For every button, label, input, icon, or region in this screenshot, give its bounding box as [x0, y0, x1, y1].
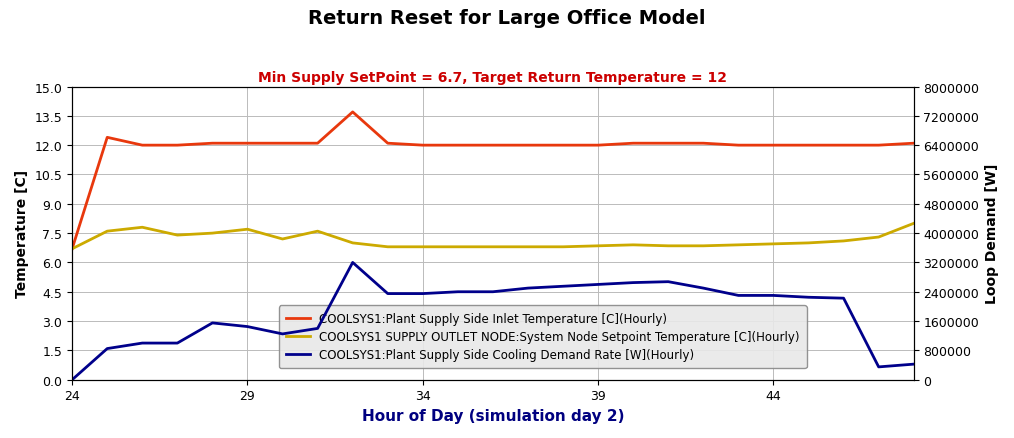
COOLSYS1:Plant Supply Side Cooling Demand Rate [W](Hourly) — [698, 286, 710, 291]
COOLSYS1:Plant Supply Side Inlet Temperature [C](Hourly) — [66, 247, 78, 252]
COOLSYS1:Plant Supply Side Cooling Demand Rate [W](Hourly) — [277, 332, 289, 337]
COOLSYS1:Plant Supply Side Inlet Temperature [C](Hourly) — [311, 141, 323, 146]
COOLSYS1:Plant Supply Side Cooling Demand Rate [W](Hourly) — [873, 364, 885, 370]
COOLSYS1:Plant Supply Side Cooling Demand Rate [W](Hourly) — [241, 324, 254, 329]
COOLSYS1:Plant Supply Side Cooling Demand Rate [W](Hourly) — [206, 321, 218, 326]
COOLSYS1:Plant Supply Side Inlet Temperature [C](Hourly) — [732, 143, 744, 148]
COOLSYS1 SUPPLY OUTLET NODE:System Node Setpoint Temperature [C](Hourly) — [592, 244, 604, 249]
COOLSYS1:Plant Supply Side Cooling Demand Rate [W](Hourly) — [311, 326, 323, 331]
COOLSYS1 SUPPLY OUTLET NODE:System Node Setpoint Temperature [C](Hourly) — [732, 243, 744, 248]
COOLSYS1 SUPPLY OUTLET NODE:System Node Setpoint Temperature [C](Hourly) — [241, 227, 254, 232]
COOLSYS1:Plant Supply Side Inlet Temperature [C](Hourly) — [698, 141, 710, 146]
COOLSYS1 SUPPLY OUTLET NODE:System Node Setpoint Temperature [C](Hourly) — [101, 229, 114, 234]
COOLSYS1:Plant Supply Side Inlet Temperature [C](Hourly) — [417, 143, 429, 148]
COOLSYS1:Plant Supply Side Inlet Temperature [C](Hourly) — [241, 141, 254, 146]
COOLSYS1 SUPPLY OUTLET NODE:System Node Setpoint Temperature [C](Hourly) — [347, 241, 359, 246]
COOLSYS1 SUPPLY OUTLET NODE:System Node Setpoint Temperature [C](Hourly) — [627, 243, 639, 248]
COOLSYS1:Plant Supply Side Cooling Demand Rate [W](Hourly) — [381, 291, 393, 297]
COOLSYS1 SUPPLY OUTLET NODE:System Node Setpoint Temperature [C](Hourly) — [311, 229, 323, 234]
COOLSYS1 SUPPLY OUTLET NODE:System Node Setpoint Temperature [C](Hourly) — [206, 231, 218, 236]
Line: COOLSYS1:Plant Supply Side Inlet Temperature [C](Hourly): COOLSYS1:Plant Supply Side Inlet Tempera… — [72, 113, 914, 249]
COOLSYS1:Plant Supply Side Cooling Demand Rate [W](Hourly) — [171, 341, 184, 346]
COOLSYS1:Plant Supply Side Inlet Temperature [C](Hourly) — [347, 110, 359, 115]
Title: Min Supply SetPoint = 6.7, Target Return Temperature = 12: Min Supply SetPoint = 6.7, Target Return… — [259, 71, 727, 85]
COOLSYS1:Plant Supply Side Inlet Temperature [C](Hourly) — [277, 141, 289, 146]
COOLSYS1:Plant Supply Side Cooling Demand Rate [W](Hourly) — [662, 279, 674, 285]
Line: COOLSYS1:Plant Supply Side Cooling Demand Rate [W](Hourly): COOLSYS1:Plant Supply Side Cooling Deman… — [72, 263, 914, 380]
COOLSYS1 SUPPLY OUTLET NODE:System Node Setpoint Temperature [C](Hourly) — [66, 247, 78, 252]
COOLSYS1:Plant Supply Side Cooling Demand Rate [W](Hourly) — [101, 346, 114, 351]
COOLSYS1 SUPPLY OUTLET NODE:System Node Setpoint Temperature [C](Hourly) — [136, 225, 148, 230]
COOLSYS1:Plant Supply Side Cooling Demand Rate [W](Hourly) — [732, 293, 744, 298]
Y-axis label: Loop Demand [W]: Loop Demand [W] — [985, 163, 999, 304]
COOLSYS1:Plant Supply Side Cooling Demand Rate [W](Hourly) — [627, 280, 639, 286]
Y-axis label: Temperature [C]: Temperature [C] — [15, 170, 29, 297]
COOLSYS1 SUPPLY OUTLET NODE:System Node Setpoint Temperature [C](Hourly) — [452, 244, 464, 250]
COOLSYS1:Plant Supply Side Cooling Demand Rate [W](Hourly) — [802, 295, 814, 300]
COOLSYS1:Plant Supply Side Inlet Temperature [C](Hourly) — [627, 141, 639, 146]
COOLSYS1:Plant Supply Side Inlet Temperature [C](Hourly) — [452, 143, 464, 148]
COOLSYS1:Plant Supply Side Inlet Temperature [C](Hourly) — [768, 143, 780, 148]
COOLSYS1 SUPPLY OUTLET NODE:System Node Setpoint Temperature [C](Hourly) — [522, 244, 534, 250]
COOLSYS1:Plant Supply Side Inlet Temperature [C](Hourly) — [908, 141, 920, 146]
COOLSYS1 SUPPLY OUTLET NODE:System Node Setpoint Temperature [C](Hourly) — [417, 244, 429, 250]
COOLSYS1:Plant Supply Side Inlet Temperature [C](Hourly) — [206, 141, 218, 146]
COOLSYS1:Plant Supply Side Cooling Demand Rate [W](Hourly) — [452, 290, 464, 295]
COOLSYS1:Plant Supply Side Cooling Demand Rate [W](Hourly) — [347, 260, 359, 265]
COOLSYS1:Plant Supply Side Inlet Temperature [C](Hourly) — [487, 143, 499, 148]
COOLSYS1 SUPPLY OUTLET NODE:System Node Setpoint Temperature [C](Hourly) — [873, 235, 885, 240]
X-axis label: Hour of Day (simulation day 2): Hour of Day (simulation day 2) — [362, 408, 625, 423]
COOLSYS1:Plant Supply Side Cooling Demand Rate [W](Hourly) — [66, 377, 78, 382]
COOLSYS1 SUPPLY OUTLET NODE:System Node Setpoint Temperature [C](Hourly) — [277, 237, 289, 242]
COOLSYS1:Plant Supply Side Inlet Temperature [C](Hourly) — [592, 143, 604, 148]
COOLSYS1:Plant Supply Side Cooling Demand Rate [W](Hourly) — [908, 362, 920, 367]
Line: COOLSYS1 SUPPLY OUTLET NODE:System Node Setpoint Temperature [C](Hourly): COOLSYS1 SUPPLY OUTLET NODE:System Node … — [72, 224, 914, 249]
COOLSYS1 SUPPLY OUTLET NODE:System Node Setpoint Temperature [C](Hourly) — [908, 221, 920, 226]
COOLSYS1:Plant Supply Side Inlet Temperature [C](Hourly) — [522, 143, 534, 148]
COOLSYS1:Plant Supply Side Cooling Demand Rate [W](Hourly) — [136, 341, 148, 346]
COOLSYS1 SUPPLY OUTLET NODE:System Node Setpoint Temperature [C](Hourly) — [802, 241, 814, 246]
COOLSYS1:Plant Supply Side Cooling Demand Rate [W](Hourly) — [592, 282, 604, 287]
COOLSYS1:Plant Supply Side Cooling Demand Rate [W](Hourly) — [838, 296, 850, 301]
COOLSYS1:Plant Supply Side Inlet Temperature [C](Hourly) — [873, 143, 885, 148]
COOLSYS1:Plant Supply Side Inlet Temperature [C](Hourly) — [101, 135, 114, 141]
COOLSYS1 SUPPLY OUTLET NODE:System Node Setpoint Temperature [C](Hourly) — [698, 244, 710, 249]
COOLSYS1:Plant Supply Side Inlet Temperature [C](Hourly) — [838, 143, 850, 148]
COOLSYS1 SUPPLY OUTLET NODE:System Node Setpoint Temperature [C](Hourly) — [662, 244, 674, 249]
COOLSYS1:Plant Supply Side Cooling Demand Rate [W](Hourly) — [768, 293, 780, 298]
Legend: COOLSYS1:Plant Supply Side Inlet Temperature [C](Hourly), COOLSYS1 SUPPLY OUTLET: COOLSYS1:Plant Supply Side Inlet Tempera… — [279, 306, 807, 368]
COOLSYS1:Plant Supply Side Inlet Temperature [C](Hourly) — [171, 143, 184, 148]
COOLSYS1:Plant Supply Side Cooling Demand Rate [W](Hourly) — [522, 286, 534, 291]
COOLSYS1 SUPPLY OUTLET NODE:System Node Setpoint Temperature [C](Hourly) — [171, 233, 184, 238]
COOLSYS1:Plant Supply Side Cooling Demand Rate [W](Hourly) — [417, 291, 429, 297]
COOLSYS1 SUPPLY OUTLET NODE:System Node Setpoint Temperature [C](Hourly) — [838, 239, 850, 244]
Text: Return Reset for Large Office Model: Return Reset for Large Office Model — [308, 9, 706, 28]
COOLSYS1:Plant Supply Side Inlet Temperature [C](Hourly) — [802, 143, 814, 148]
COOLSYS1 SUPPLY OUTLET NODE:System Node Setpoint Temperature [C](Hourly) — [768, 242, 780, 247]
COOLSYS1 SUPPLY OUTLET NODE:System Node Setpoint Temperature [C](Hourly) — [487, 244, 499, 250]
COOLSYS1:Plant Supply Side Cooling Demand Rate [W](Hourly) — [557, 284, 569, 289]
COOLSYS1:Plant Supply Side Inlet Temperature [C](Hourly) — [136, 143, 148, 148]
COOLSYS1 SUPPLY OUTLET NODE:System Node Setpoint Temperature [C](Hourly) — [381, 244, 393, 250]
COOLSYS1:Plant Supply Side Inlet Temperature [C](Hourly) — [557, 143, 569, 148]
COOLSYS1 SUPPLY OUTLET NODE:System Node Setpoint Temperature [C](Hourly) — [557, 244, 569, 250]
COOLSYS1:Plant Supply Side Inlet Temperature [C](Hourly) — [662, 141, 674, 146]
COOLSYS1:Plant Supply Side Cooling Demand Rate [W](Hourly) — [487, 290, 499, 295]
COOLSYS1:Plant Supply Side Inlet Temperature [C](Hourly) — [381, 141, 393, 146]
